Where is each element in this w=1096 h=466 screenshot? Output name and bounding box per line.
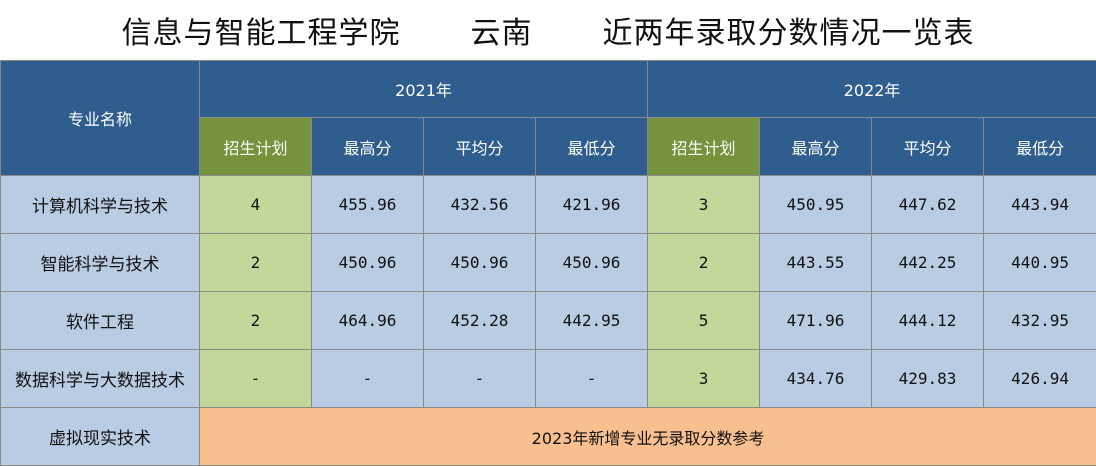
max-2022-cell[interactable]: 471.96 (759, 291, 873, 350)
major-name-header[interactable]: 专业名称 (0, 60, 200, 176)
major-name-cell[interactable]: 虚拟现实技术 (0, 407, 200, 466)
plan-2022-cell[interactable]: 2 (647, 233, 761, 292)
max-2021-cell[interactable]: 455.96 (311, 175, 424, 234)
title-college: 信息与智能工程学院 (121, 16, 401, 51)
plan-2021-header[interactable]: 招生计划 (199, 117, 312, 176)
avg-2022-cell[interactable]: 444.12 (871, 291, 985, 350)
plan-2022-cell[interactable]: 5 (647, 291, 761, 350)
major-name-cell[interactable]: 数据科学与大数据技术 (0, 349, 200, 408)
max-2021-header[interactable]: 最高分 (311, 117, 424, 176)
plan-2022-header[interactable]: 招生计划 (647, 117, 761, 176)
scores-table: 专业名称 2021年 2022年 招生计划 最高分 平均分 最低分 招生计划 最… (0, 60, 1096, 466)
plan-2022-cell[interactable]: 3 (647, 349, 761, 408)
min-2022-header[interactable]: 最低分 (983, 117, 1096, 176)
min-2022-cell[interactable]: 432.95 (983, 291, 1096, 350)
min-2022-cell[interactable]: 443.94 (983, 175, 1096, 234)
min-2021-cell[interactable]: 442.95 (534, 291, 649, 350)
plan-2022-cell[interactable]: 3 (647, 175, 761, 234)
table-row: 虚拟现实技术 2023年新增专业无录取分数参考 (0, 407, 1096, 466)
avg-2021-header[interactable]: 平均分 (423, 117, 536, 176)
max-2021-cell[interactable]: 464.96 (311, 291, 424, 350)
major-name-cell[interactable]: 计算机科学与技术 (0, 175, 200, 234)
min-2022-cell[interactable]: 440.95 (983, 233, 1096, 292)
plan-2021-cell[interactable]: - (199, 349, 312, 408)
avg-2022-cell[interactable]: 447.62 (871, 175, 985, 234)
table-row: 数据科学与大数据技术 - - - - 3 434.76 429.83 426.9… (0, 349, 1096, 408)
new-major-note-cell[interactable]: 2023年新增专业无录取分数参考 (198, 407, 1096, 466)
avg-2021-cell[interactable]: 452.28 (423, 291, 536, 350)
min-2021-header[interactable]: 最低分 (534, 117, 649, 176)
max-2022-cell[interactable]: 450.95 (759, 175, 873, 234)
table-row: 计算机科学与技术 4 455.96 432.56 421.96 3 450.95… (0, 175, 1096, 234)
plan-2021-cell[interactable]: 2 (199, 233, 312, 292)
max-2022-cell[interactable]: 443.55 (759, 233, 873, 292)
max-2021-cell[interactable]: - (311, 349, 424, 408)
table-row: 软件工程 2 464.96 452.28 442.95 5 471.96 444… (0, 291, 1096, 350)
avg-2021-cell[interactable]: 432.56 (423, 175, 536, 234)
major-name-cell[interactable]: 软件工程 (0, 291, 200, 350)
year-2021-header[interactable]: 2021年 (198, 60, 649, 118)
min-2022-cell[interactable]: 426.94 (983, 349, 1096, 408)
major-name-cell[interactable]: 智能科学与技术 (0, 233, 200, 292)
table-row: 智能科学与技术 2 450.96 450.96 450.96 2 443.55 … (0, 233, 1096, 292)
title-subject: 近两年录取分数情况一览表 (602, 16, 975, 51)
avg-2022-cell[interactable]: 442.25 (871, 233, 985, 292)
min-2021-cell[interactable]: 450.96 (534, 233, 649, 292)
plan-2021-cell[interactable]: 2 (199, 291, 312, 350)
title-province: 云南 (470, 16, 533, 51)
min-2021-cell[interactable]: - (534, 349, 649, 408)
max-2021-cell[interactable]: 450.96 (311, 233, 424, 292)
max-2022-cell[interactable]: 434.76 (759, 349, 873, 408)
avg-2021-cell[interactable]: 450.96 (423, 233, 536, 292)
avg-2022-cell[interactable]: 429.83 (871, 349, 985, 408)
year-2022-header[interactable]: 2022年 (647, 60, 1096, 118)
sheet-title: 信息与智能工程学院 云南 近两年录取分数情况一览表 (0, 0, 1096, 61)
avg-2022-header[interactable]: 平均分 (871, 117, 985, 176)
max-2022-header[interactable]: 最高分 (759, 117, 873, 176)
plan-2021-cell[interactable]: 4 (199, 175, 312, 234)
avg-2021-cell[interactable]: - (423, 349, 536, 408)
min-2021-cell[interactable]: 421.96 (534, 175, 649, 234)
